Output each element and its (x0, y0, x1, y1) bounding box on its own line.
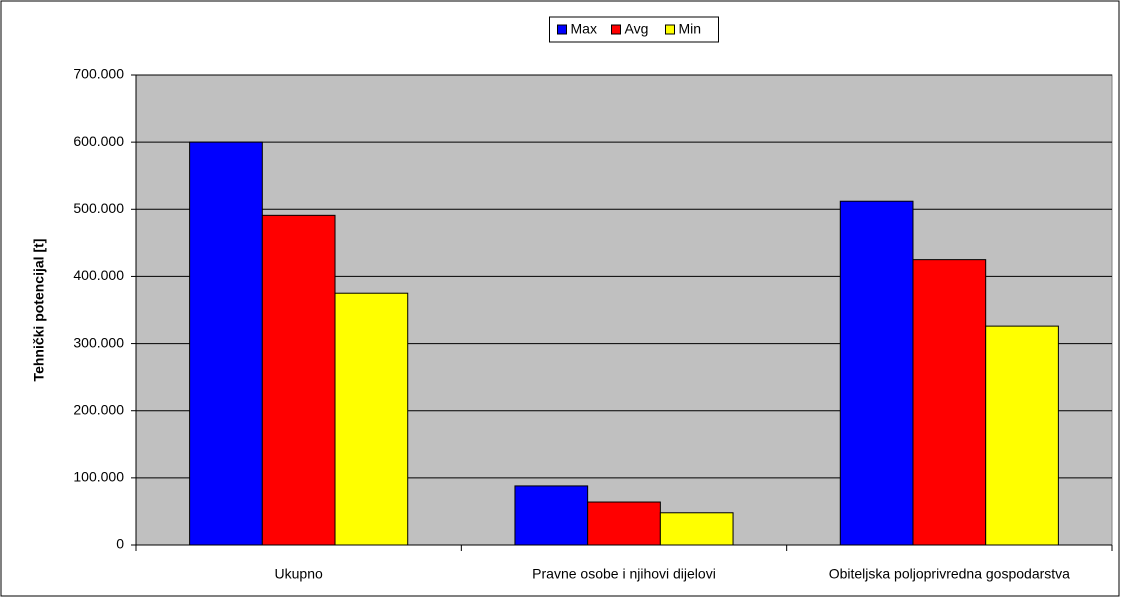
bar (587, 501, 661, 546)
bar (985, 325, 1059, 546)
bar (189, 141, 263, 546)
y-tick-label: 700.000 (73, 66, 124, 82)
legend-label: Avg (625, 21, 649, 37)
y-tick-label: 500.000 (73, 200, 124, 216)
bar (514, 485, 589, 546)
legend-swatch (611, 24, 621, 35)
y-tick-label: 200.000 (73, 401, 124, 417)
bar (261, 214, 336, 546)
y-tick-label: 0 (116, 536, 124, 552)
legend-label: Min (679, 21, 702, 37)
y-tick-label: 100.000 (73, 469, 124, 485)
legend-swatch (665, 24, 675, 35)
bar (839, 200, 914, 546)
bar (334, 292, 409, 546)
legend-swatch (557, 24, 567, 35)
y-tick-label: 400.000 (73, 267, 124, 283)
y-tick-label: 600.000 (73, 133, 124, 149)
x-tick-label: Obiteljska poljoprivredna gospodarstva (829, 566, 1070, 582)
legend-label: Max (571, 21, 597, 37)
x-tick-label: Pravne osobe i njihovi dijelovi (532, 566, 716, 582)
x-tick-label: Ukupno (275, 566, 323, 582)
bar (912, 259, 987, 546)
y-tick-label: 300.000 (73, 334, 124, 350)
y-axis-title: Tehnički potencijal [t] (31, 239, 47, 382)
bar (659, 512, 734, 546)
legend-box (549, 16, 719, 43)
